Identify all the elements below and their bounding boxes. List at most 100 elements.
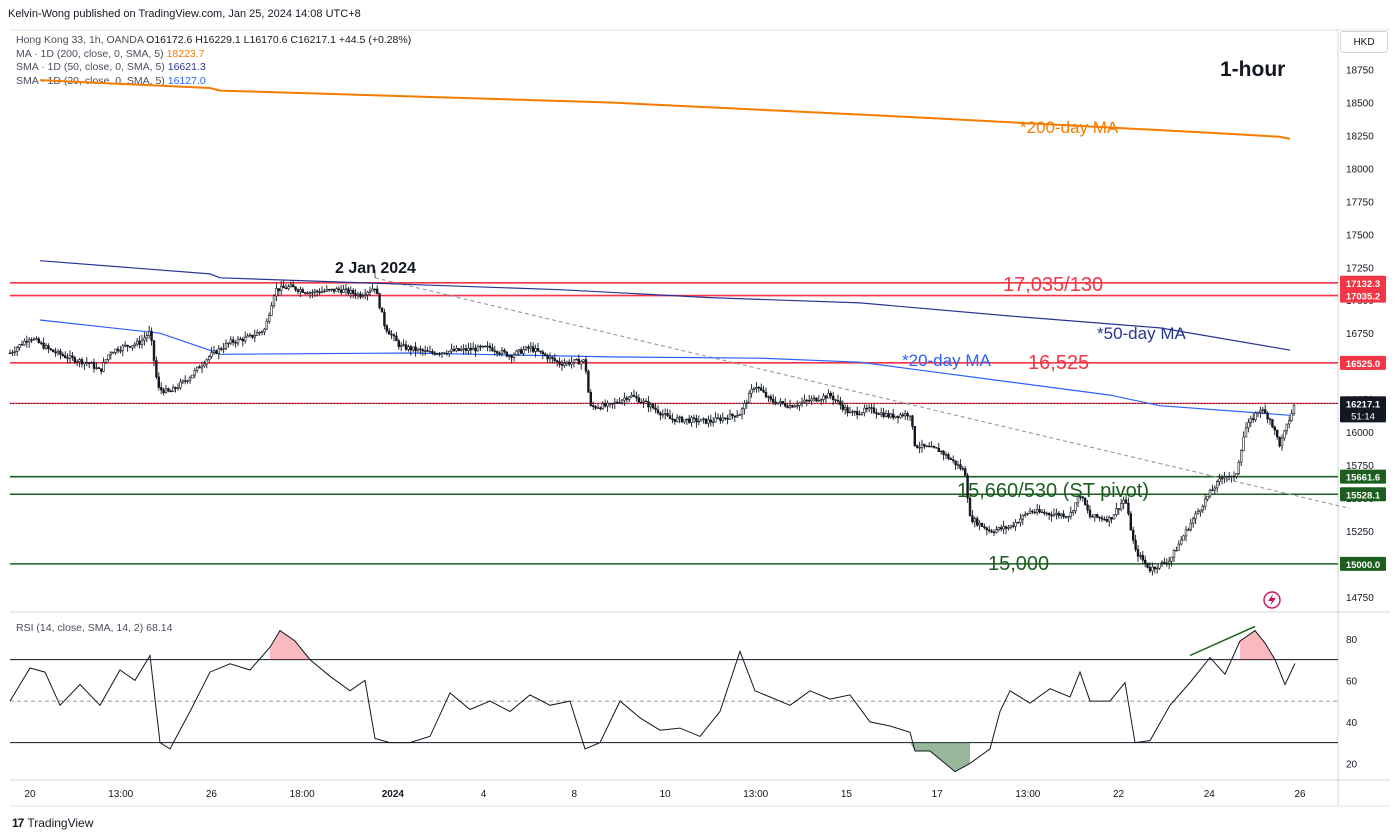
time-tick-label: 13:00 [1015,789,1040,800]
candle-body [1036,509,1039,513]
candle-body [1218,478,1221,482]
candle-body [404,344,408,350]
candle-body [277,288,280,292]
candle-body [148,330,151,336]
candle-body [1091,516,1094,518]
chart-annotation: 15,660/530 (ST pivot) [957,480,1149,502]
candle-body [663,413,667,415]
candle-body [1062,513,1065,518]
candle-body [1278,436,1281,447]
candle-body [889,413,893,418]
candle-body [831,395,835,401]
candle-body [1264,409,1267,414]
candle-body [879,412,883,415]
candle-body [1184,529,1188,537]
candle-body [483,345,487,348]
candle-body [510,355,513,358]
candle-body [241,338,244,342]
candle-body [649,404,653,408]
candle-body [1050,514,1053,517]
candle-body [126,344,129,347]
candle-body [35,338,38,340]
currency-button[interactable]: HKD [1340,31,1388,53]
rsi-overbought-fill [270,630,310,660]
candle-body [1110,517,1113,520]
candle-body [865,407,869,410]
candle-body [781,401,785,404]
candle-body [179,381,182,388]
candle-body [1144,559,1147,564]
candle-body [505,351,508,357]
candle-body [248,334,252,337]
candle-body [1076,496,1080,504]
candle-body [176,387,180,389]
candle-body [603,403,607,407]
candle-body [747,392,751,403]
candle-body [61,354,65,356]
candle-body [88,362,91,364]
candle-body [97,367,101,370]
candle-body [699,418,703,422]
candle-body [265,320,268,330]
candle-body [133,343,136,346]
candle-body [937,447,941,453]
time-tick-label: 26 [206,789,218,800]
candle-body [819,399,823,401]
candle-body [1156,567,1159,570]
candle-body [64,355,67,359]
candle-body [524,346,528,351]
candle-body [613,401,617,404]
time-tick-label: 2024 [382,789,405,800]
candle-body [711,421,715,424]
candle-body [1249,418,1253,423]
candle-body [1141,555,1145,561]
candle-body [121,345,125,351]
candle-body [239,338,242,341]
candle-body [311,292,314,294]
time-tick-label: 26 [1294,789,1306,800]
candle-body [591,405,595,407]
candle-body [30,339,33,341]
candle-body [255,332,259,336]
candle-body [68,355,72,359]
candle-body [1084,497,1087,506]
candle-body [301,289,304,293]
candle-body [671,418,674,420]
candle-body [606,402,609,407]
candle-body [995,529,998,533]
candle-body [1201,506,1205,511]
candle-body [1146,562,1149,568]
candle-body [779,401,782,403]
candle-body [639,401,643,404]
time-tick-label: 15 [841,789,853,800]
candle-body [203,363,206,367]
candle-body [339,289,343,293]
candle-body [229,339,232,344]
candle-body [1132,529,1135,541]
candle-body [42,342,45,349]
candle-body [193,370,196,376]
countdown-label: 51:14 [1351,411,1375,422]
candle-body [428,351,432,353]
candle-body [423,350,427,352]
candle-body [20,344,24,346]
candle-body [615,401,619,404]
candle-body [392,334,396,337]
candle-body [1079,496,1082,498]
flash-icon-bolt [1268,594,1276,606]
candle-body [1247,422,1250,429]
candle-body [721,417,725,421]
candle-body [951,459,955,462]
candle-body [863,407,866,413]
candle-body [59,350,62,355]
candle-body [481,345,484,348]
candle-body [733,415,737,418]
candle-body [399,344,403,348]
candle-body [356,293,360,296]
candle-body [795,405,799,407]
candle-body [987,529,991,532]
candle-body [452,348,456,352]
candle-body [870,407,873,409]
candle-body [980,522,984,527]
